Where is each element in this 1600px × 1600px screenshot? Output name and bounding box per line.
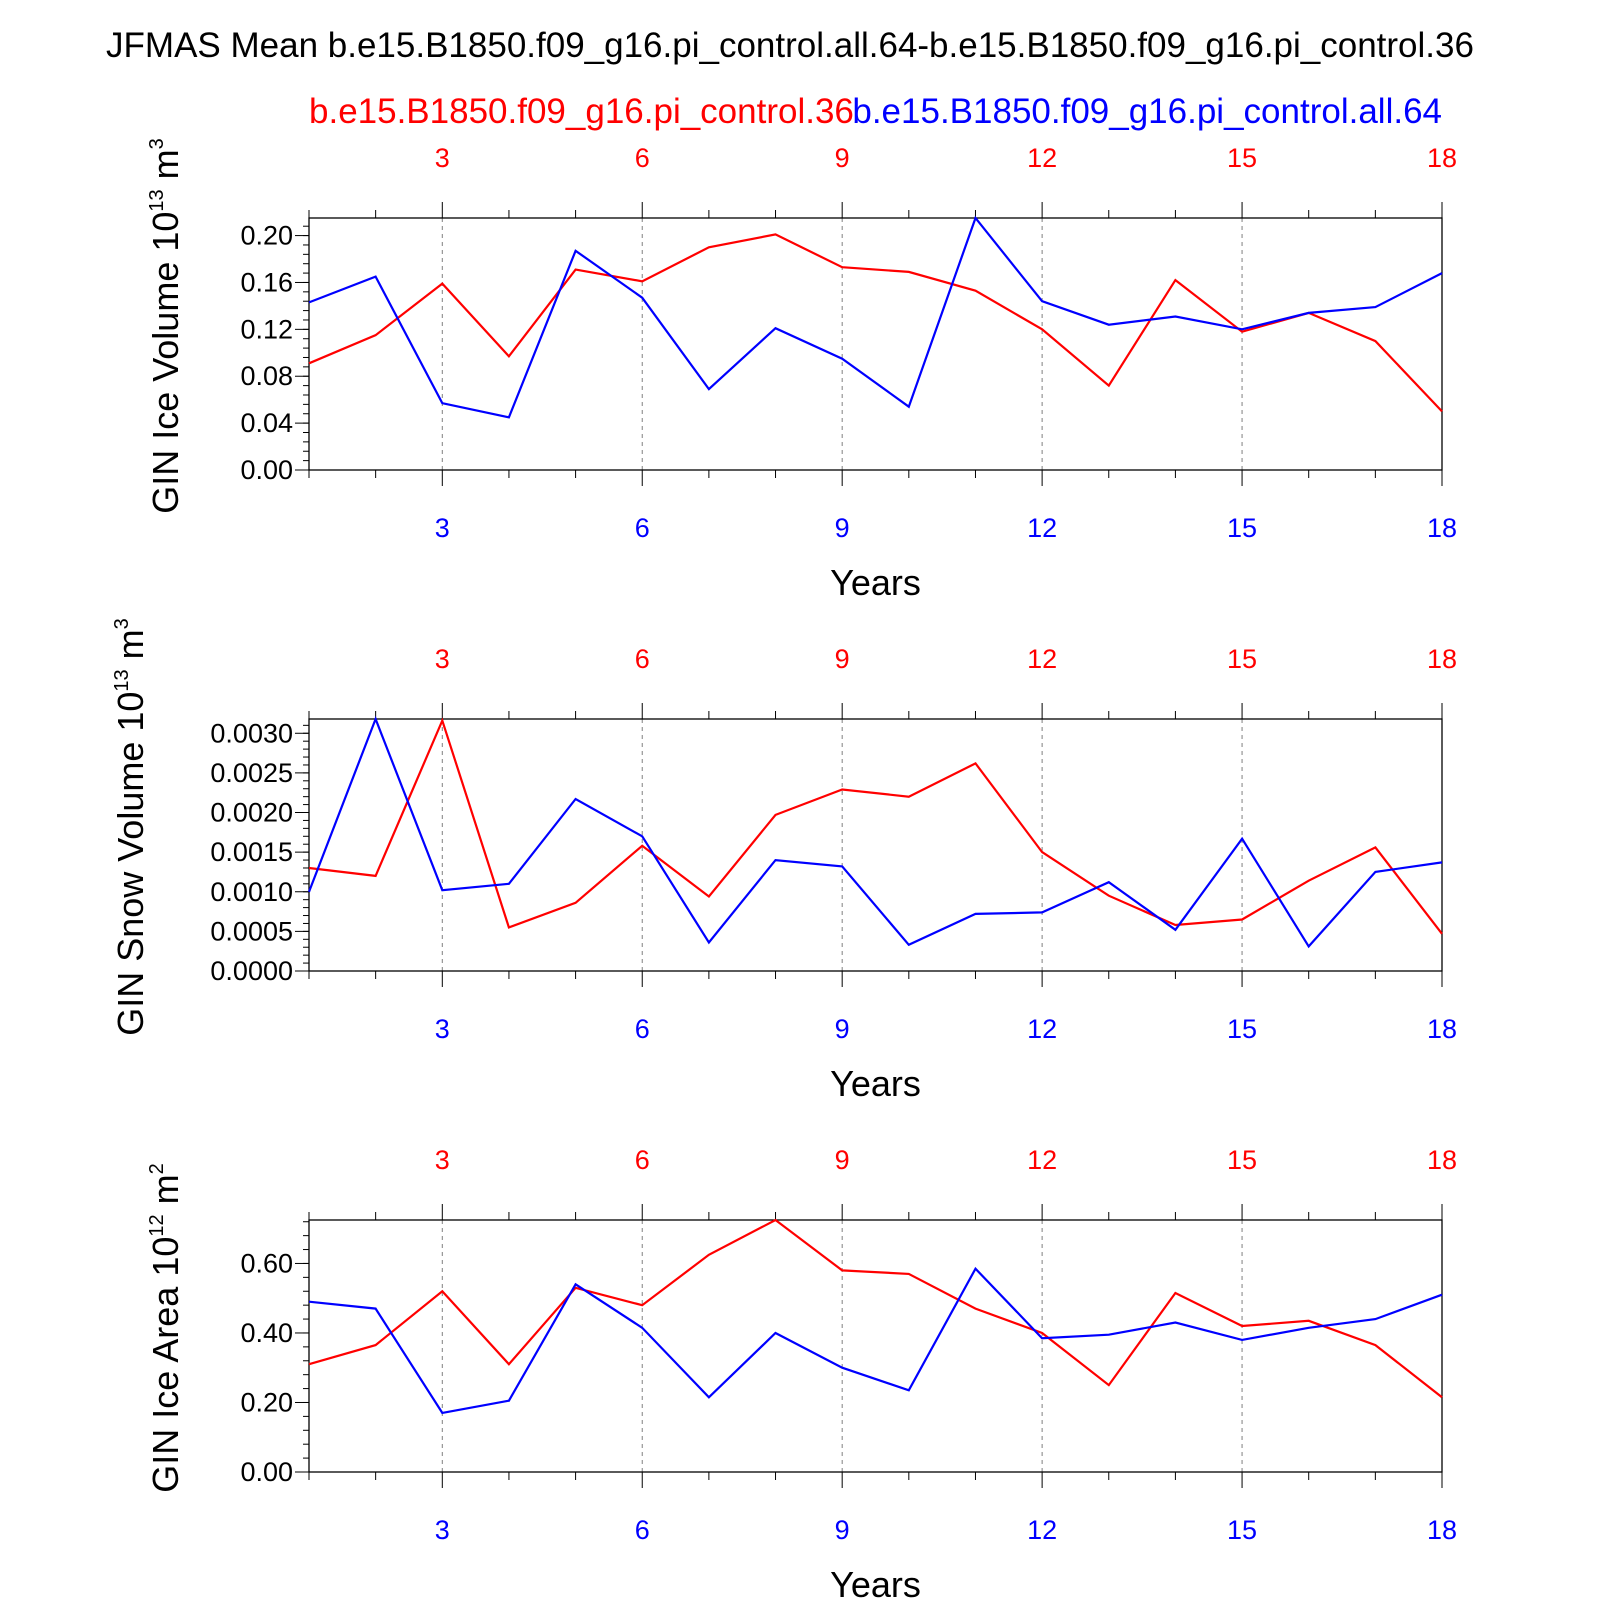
x-bottom-tick-label: 3 — [435, 1014, 450, 1044]
x-top-tick-label: 9 — [835, 143, 850, 173]
y-tick-label: 0.60 — [240, 1248, 293, 1278]
series-line-red — [308, 717, 1443, 935]
y-axis-title: GIN Ice Area 1012 m2 — [145, 1163, 186, 1493]
x-top-tick-label: 9 — [835, 1145, 850, 1175]
plot-frame — [308, 1219, 1443, 1473]
y-tick-label: 0.04 — [240, 408, 293, 438]
x-axis-title: Years — [830, 1063, 921, 1104]
x-bottom-tick-label: 18 — [1427, 1515, 1457, 1545]
chart-panel-2: 0.0000 0.0005 0.0010 0.0015 0.0020 0.0025 0.00… — [110, 618, 1457, 1104]
x-bottom-tick-label: 6 — [635, 1014, 650, 1044]
y-tick-label: 0.00 — [240, 455, 293, 485]
x-top-tick-label: 12 — [1027, 1145, 1057, 1175]
x-bottom-tick-label: 18 — [1427, 1014, 1457, 1044]
x-bottom-tick-label: 3 — [435, 1515, 450, 1545]
y-tick-label: 0.0010 — [210, 877, 293, 907]
x-top-tick-label: 6 — [635, 143, 650, 173]
x-bottom-tick-label: 12 — [1027, 513, 1057, 543]
y-tick-label: 0.0015 — [210, 837, 293, 867]
x-bottom-tick-label: 9 — [835, 513, 850, 543]
series-line-blue — [308, 215, 1443, 419]
chart-panels: 0.00 0.04 0.08 0.12 0.16 0.20 3 3 6 6 9 9 12 12 15 15 18… — [110, 92, 1457, 1600]
plot-frame — [308, 718, 1443, 972]
x-top-tick-label: 15 — [1227, 143, 1257, 173]
y-tick-label: 0.00 — [240, 1457, 293, 1487]
x-bottom-tick-label: 12 — [1027, 1515, 1057, 1545]
x-bottom-tick-label: 15 — [1227, 1515, 1257, 1545]
x-bottom-tick-label: 12 — [1027, 1014, 1057, 1044]
x-bottom-tick-label: 15 — [1227, 1014, 1257, 1044]
x-top-tick-label: 18 — [1427, 143, 1457, 173]
series-line-red — [308, 1218, 1443, 1399]
y-tick-label: 0.20 — [240, 1387, 293, 1417]
legend-label-red: b.e15.B1850.f09_g16.pi_control.36 — [309, 92, 854, 131]
y-tick-label: 0.0020 — [210, 798, 293, 828]
series-line-blue — [307, 715, 1443, 949]
legend: b.e15.B1850.f09_g16.pi_control.36b.e15.B… — [309, 92, 1442, 131]
series-line-blue — [308, 1266, 1443, 1415]
y-axis-title: GIN Snow Volume 1013 m3 — [110, 618, 151, 1036]
x-axis-title: Years — [830, 1564, 921, 1600]
x-top-tick-label: 18 — [1427, 644, 1457, 674]
x-top-tick-label: 12 — [1027, 143, 1057, 173]
y-tick-label: 0.0005 — [210, 916, 293, 946]
x-top-tick-label: 6 — [635, 1145, 650, 1175]
y-axis-title: GIN Ice Volume 1013 m3 — [145, 138, 186, 514]
chart-panel-3: 0.00 0.20 0.40 0.60 3 3 6 6 9 9 12 12 15 15 18 18 Years G… — [145, 1145, 1457, 1600]
x-top-tick-label: 9 — [835, 644, 850, 674]
x-top-tick-label: 15 — [1227, 1145, 1257, 1175]
y-tick-label: 0.08 — [240, 361, 293, 391]
y-tick-label: 0.20 — [240, 221, 293, 251]
x-top-tick-label: 6 — [635, 644, 650, 674]
chart-title: JFMAS Mean b.e15.B1850.f09_g16.pi_contro… — [106, 26, 1474, 65]
y-tick-label: 0.0030 — [210, 718, 293, 748]
legend-label-blue: b.e15.B1850.f09_g16.pi_control.all.64 — [852, 92, 1442, 131]
y-tick-label: 0.16 — [240, 267, 293, 297]
y-tick-label: 0.0025 — [210, 758, 293, 788]
x-bottom-tick-label: 9 — [835, 1515, 850, 1545]
x-bottom-tick-label: 6 — [635, 513, 650, 543]
x-bottom-tick-label: 9 — [835, 1014, 850, 1044]
x-bottom-tick-label: 18 — [1427, 513, 1457, 543]
x-top-tick-label: 12 — [1027, 644, 1057, 674]
x-axis-title: Years — [830, 562, 921, 603]
x-bottom-tick-label: 15 — [1227, 513, 1257, 543]
x-top-tick-label: 3 — [435, 644, 450, 674]
chart-panel-1: 0.00 0.04 0.08 0.12 0.16 0.20 3 3 6 6 9 9 12 12 15 15 18… — [145, 138, 1457, 603]
x-bottom-tick-label: 3 — [435, 513, 450, 543]
x-top-tick-label: 3 — [435, 1145, 450, 1175]
series-line-red — [308, 233, 1443, 413]
x-top-tick-label: 3 — [435, 143, 450, 173]
x-top-tick-label: 15 — [1227, 644, 1257, 674]
y-tick-label: 0.0000 — [210, 956, 293, 986]
y-tick-label: 0.12 — [240, 314, 293, 344]
plot-frame — [308, 217, 1443, 471]
x-bottom-tick-label: 6 — [635, 1515, 650, 1545]
x-top-tick-label: 18 — [1427, 1145, 1457, 1175]
y-tick-label: 0.40 — [240, 1318, 293, 1348]
